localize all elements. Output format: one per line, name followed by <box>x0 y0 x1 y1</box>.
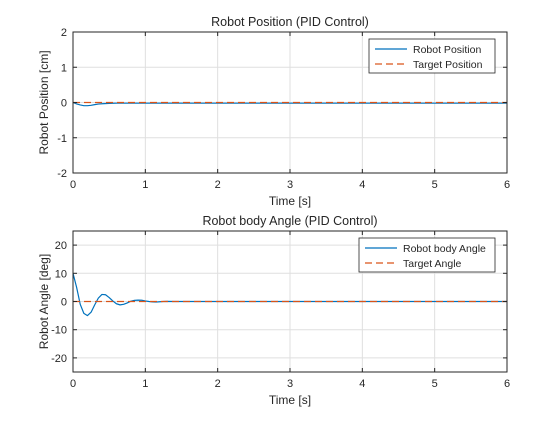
legend-box <box>358 237 496 273</box>
x-tick-label: 6 <box>504 179 510 191</box>
series-group <box>73 273 507 317</box>
y-tick-label: 0 <box>61 297 67 309</box>
y-tick-label: 20 <box>55 240 67 252</box>
y-tick-label: -1 <box>57 133 67 145</box>
chart-title: Robot body Angle (PID Control) <box>202 214 377 228</box>
legend-entry-2: Target Position <box>413 59 483 71</box>
y-tick-label: -10 <box>51 325 67 337</box>
x-tick-label: 1 <box>142 378 148 390</box>
y-axis-label: Robot Position [cm] <box>37 50 51 154</box>
y-axis-label: Robot Angle [deg] <box>37 254 51 349</box>
x-tick-label: 2 <box>215 179 221 191</box>
series-group <box>73 101 507 107</box>
y-tick-label: 1 <box>61 62 67 74</box>
x-tick-label: 0 <box>70 179 76 191</box>
x-tick-label: 5 <box>432 179 438 191</box>
x-tick-label: 4 <box>359 378 365 390</box>
chart-2: 0 1 2 3 4 5 6 -20 -10 0 10 20 Robot body Angle (PID … <box>37 214 510 407</box>
legend: Robot body Angle Target Angle <box>358 237 496 273</box>
y-tick-label: -2 <box>57 168 67 180</box>
x-tick-label: 3 <box>287 179 293 191</box>
legend-entry-2: Target Angle <box>403 258 462 270</box>
y-tick-label: 10 <box>55 268 67 280</box>
x-tick-label: 5 <box>432 378 438 390</box>
y-tick-label: 0 <box>61 98 67 110</box>
legend-entry-1: Robot body Angle <box>403 243 486 255</box>
chart-1: 0 1 2 3 4 5 6 -2 -1 0 1 2 Robot Position (PID Contro… <box>37 15 510 208</box>
x-tick-label: 4 <box>359 179 365 191</box>
legend-entry-1: Robot Position <box>413 44 481 56</box>
x-axis-label: Time [s] <box>269 194 311 208</box>
legend: Robot Position Target Position <box>368 38 496 74</box>
x-tick-label: 0 <box>70 378 76 390</box>
series-line-1 <box>73 101 507 107</box>
x-tick-label: 3 <box>287 378 293 390</box>
y-tick-label: -20 <box>51 353 67 365</box>
x-tick-label: 1 <box>142 179 148 191</box>
x-tick-label: 6 <box>504 378 510 390</box>
x-axis-label: Time [s] <box>269 393 311 407</box>
y-tick-label: 2 <box>61 27 67 39</box>
chart-title: Robot Position (PID Control) <box>211 15 369 29</box>
x-tick-label: 2 <box>215 378 221 390</box>
legend-box <box>368 38 496 74</box>
